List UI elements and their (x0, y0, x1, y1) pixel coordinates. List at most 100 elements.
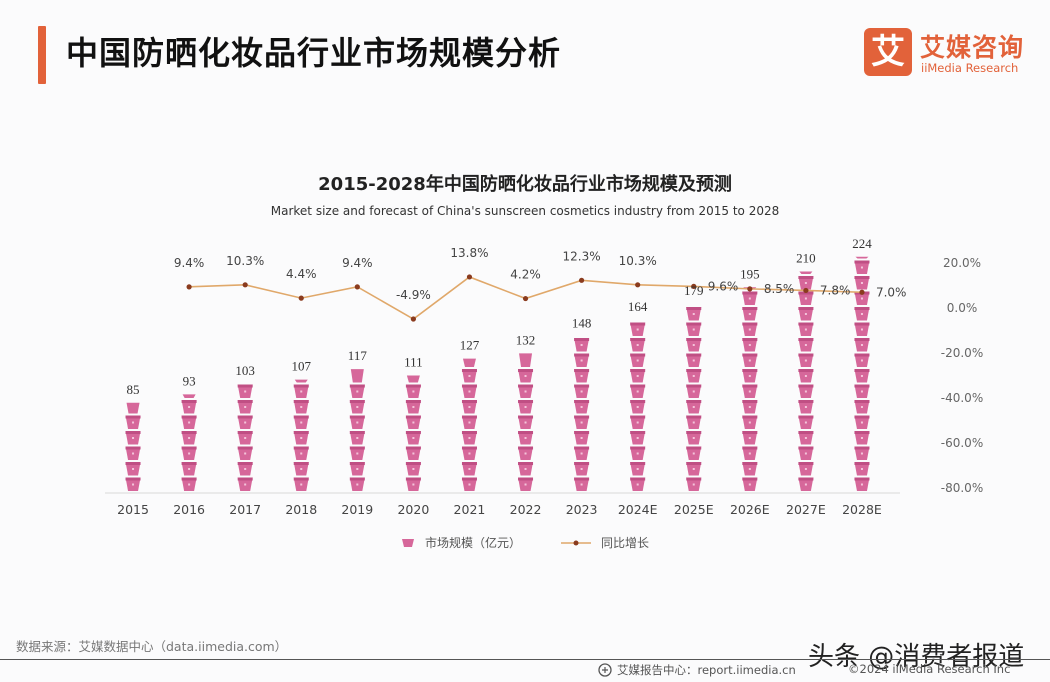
cup-rim (461, 446, 477, 450)
cup-rim (742, 462, 758, 465)
bar-value-label: 127 (460, 338, 480, 353)
cup-icon-partial (855, 256, 869, 259)
logo-mark-icon: 艾 (864, 28, 912, 76)
cup-rim (405, 415, 421, 419)
cup-highlight (748, 313, 751, 315)
cup-rim (630, 446, 646, 450)
cup-highlight (188, 468, 191, 470)
report-center-text: 艾媒报告中心：report.iimedia.cn (617, 663, 796, 677)
cup-highlight (804, 437, 807, 439)
cup-rim (237, 384, 253, 388)
cup-rim (686, 477, 702, 481)
cup-rim (574, 384, 590, 388)
cup-highlight (580, 468, 583, 470)
cup-highlight (692, 437, 695, 439)
right-axis-tick-label: -80.0% (941, 481, 983, 495)
cup-rim (630, 338, 646, 341)
cup-highlight (244, 483, 247, 486)
cup-highlight (356, 437, 359, 439)
cup-highlight (748, 297, 751, 300)
cup-highlight (356, 468, 359, 470)
cup-rim (349, 415, 365, 419)
bar (405, 375, 421, 491)
cup-icon (401, 538, 414, 547)
cup-rim (798, 369, 814, 372)
cup-highlight (692, 406, 695, 408)
cup-highlight (132, 483, 135, 486)
cup-highlight (524, 421, 527, 424)
bar (181, 394, 197, 491)
cup-rim (686, 353, 702, 357)
cup-highlight (860, 421, 863, 424)
x-axis-tick-label: 2022 (510, 502, 542, 517)
cup-highlight (412, 390, 415, 393)
cup-highlight (580, 390, 583, 393)
cup-rim (293, 431, 309, 434)
cup-rim (686, 322, 702, 326)
bar-value-label: 117 (348, 348, 368, 363)
cup-rim (181, 462, 197, 465)
chart-subtitle: Market size and forecast of China's suns… (270, 204, 780, 218)
cup-rim (686, 446, 702, 450)
cup-highlight (412, 452, 415, 455)
cup-rim (630, 400, 646, 403)
cup-rim (293, 477, 309, 481)
cup-icon-partial (126, 402, 140, 414)
cup-highlight (580, 406, 583, 408)
cup-rim (854, 462, 870, 465)
cup-highlight (860, 344, 863, 346)
cup-highlight (692, 421, 695, 424)
growth-point (522, 295, 529, 302)
cup-icon-partial (462, 358, 476, 367)
x-axis-tick-label: 2017 (229, 502, 261, 517)
bar-value-label: 111 (404, 354, 423, 369)
cup-highlight (524, 468, 527, 470)
growth-point (803, 287, 809, 294)
growth-point (298, 295, 304, 301)
logo-name-cn: 艾媒咨询 (920, 33, 1025, 62)
cup-rim (798, 415, 814, 419)
cup-highlight (356, 452, 359, 455)
cup-rim (798, 353, 814, 357)
cup-highlight (244, 437, 247, 439)
cup-rim (574, 353, 590, 357)
cup-highlight (300, 468, 303, 470)
cup-highlight (244, 468, 247, 470)
cup-rim (742, 322, 758, 326)
cup-rim (686, 384, 702, 388)
cup-rim (798, 384, 814, 388)
cup-rim (742, 384, 758, 388)
growth-value-label: 9.4% (342, 256, 373, 270)
cup-rim (854, 322, 870, 326)
data-labels: 85 93 103 107 117 111 127 132 148 164 179 195 210 224… (127, 236, 907, 397)
cup-highlight (636, 390, 639, 393)
growth-value-label: 12.3% (563, 249, 601, 263)
cup-highlight (692, 359, 695, 362)
growth-point (410, 316, 416, 322)
growth-value-label: -4.9% (396, 288, 431, 302)
cup-highlight (804, 328, 807, 331)
cup-highlight (468, 437, 471, 439)
cup-highlight (636, 452, 639, 455)
cup-highlight (468, 390, 471, 393)
growth-point (186, 284, 192, 290)
cup-highlight (692, 452, 695, 455)
cup-rim (574, 477, 590, 481)
cup-highlight (356, 483, 359, 486)
cup-highlight (188, 452, 191, 455)
cup-highlight (860, 297, 863, 300)
cup-highlight (468, 375, 471, 377)
growth-point (747, 286, 753, 292)
cup-rim (574, 462, 590, 465)
cup-highlight (804, 375, 807, 377)
cup-highlight (244, 421, 247, 424)
cup-rim (518, 384, 534, 388)
x-axis-tick-label: 2015 (117, 502, 149, 517)
x-axis-tick-label: 2021 (454, 502, 486, 517)
cup-highlight (468, 452, 471, 455)
cup-highlight (580, 375, 583, 377)
cup-rim (798, 431, 814, 434)
cup-rim (293, 462, 309, 465)
cup-rim (574, 400, 590, 403)
cup-rim (630, 369, 646, 372)
